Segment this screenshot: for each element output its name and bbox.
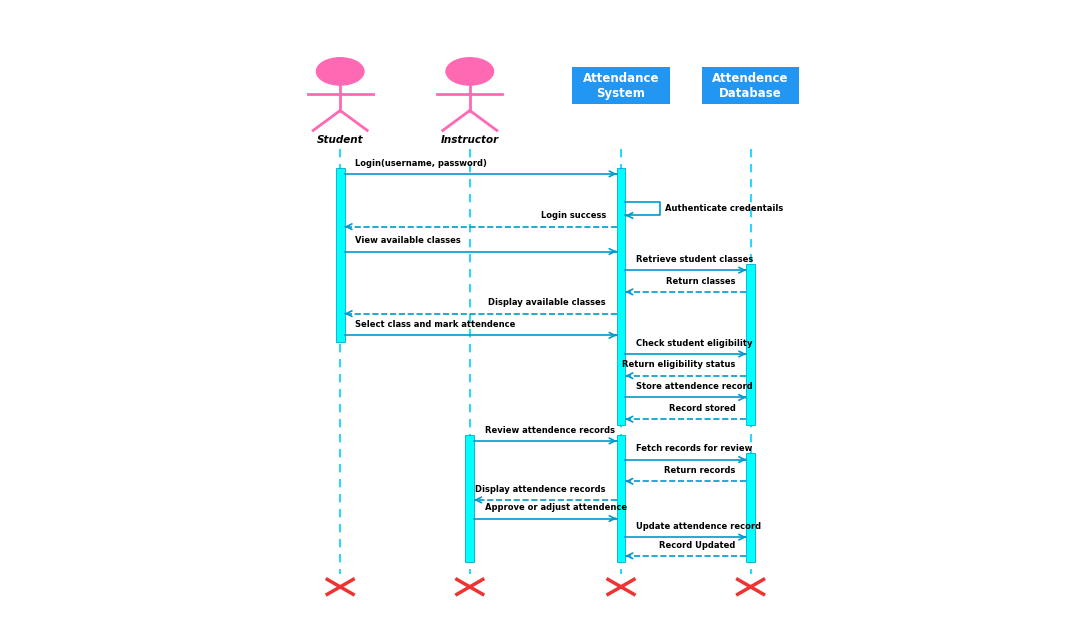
Bar bbox=[617, 168, 625, 425]
Bar bbox=[617, 435, 625, 562]
Circle shape bbox=[316, 58, 364, 85]
Text: Store attendence record: Store attendence record bbox=[636, 383, 753, 391]
Text: Approve or adjust attendence: Approve or adjust attendence bbox=[485, 504, 627, 512]
Bar bbox=[465, 435, 474, 562]
Text: View available classes: View available classes bbox=[355, 237, 461, 245]
Text: Fetch records for review: Fetch records for review bbox=[636, 445, 753, 453]
Text: Attendance
System: Attendance System bbox=[583, 71, 659, 100]
Text: Login(username, password): Login(username, password) bbox=[355, 159, 487, 168]
Text: Return records: Return records bbox=[664, 466, 735, 475]
Text: Retrieve student classes: Retrieve student classes bbox=[636, 255, 754, 264]
Text: Select class and mark attendence: Select class and mark attendence bbox=[355, 320, 515, 329]
Text: Return eligibility status: Return eligibility status bbox=[622, 361, 735, 369]
Text: Record Updated: Record Updated bbox=[659, 541, 735, 550]
Bar bbox=[746, 264, 755, 425]
Text: Return classes: Return classes bbox=[666, 277, 735, 286]
Bar bbox=[746, 453, 755, 562]
Text: Authenticate credentails: Authenticate credentails bbox=[665, 204, 783, 213]
Bar bbox=[336, 168, 345, 342]
Text: Instructor: Instructor bbox=[441, 135, 499, 145]
Text: Display attendence records: Display attendence records bbox=[475, 485, 606, 494]
Bar bbox=[572, 67, 670, 104]
Text: Update attendence record: Update attendence record bbox=[636, 522, 761, 531]
Text: Review attendence records: Review attendence records bbox=[485, 426, 615, 435]
Text: Attendence
Database: Attendence Database bbox=[713, 71, 788, 100]
Text: Student: Student bbox=[316, 135, 364, 145]
Circle shape bbox=[446, 58, 494, 85]
Text: Login success: Login success bbox=[541, 212, 606, 220]
Bar bbox=[702, 67, 799, 104]
Text: Record stored: Record stored bbox=[669, 404, 735, 413]
Text: Check student eligibility: Check student eligibility bbox=[636, 339, 753, 348]
Text: Display available classes: Display available classes bbox=[488, 299, 606, 307]
